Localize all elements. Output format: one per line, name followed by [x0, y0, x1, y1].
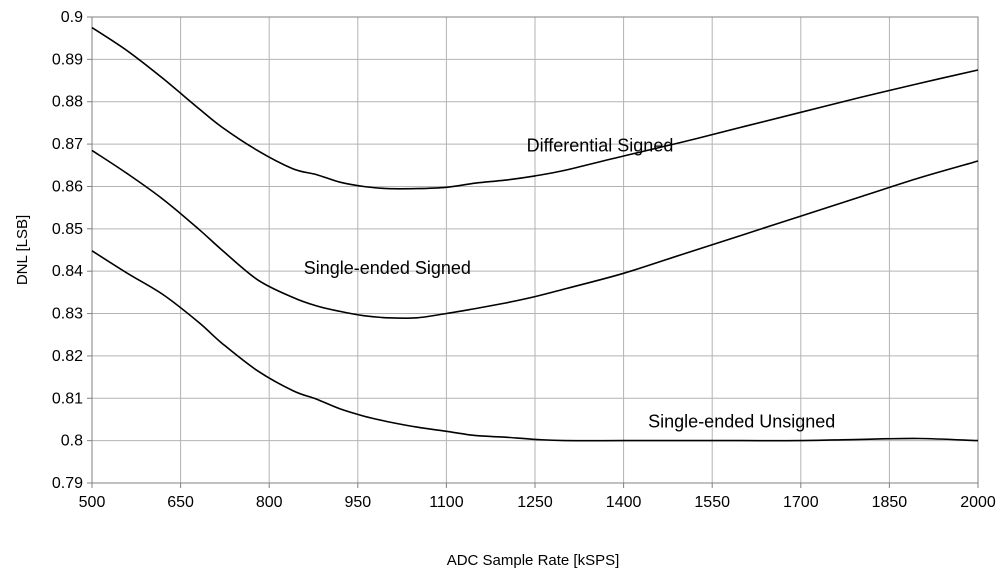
- x-tick-label: 1100: [429, 494, 464, 511]
- series-line-3: [91, 250, 979, 442]
- y-tick-label: 0.89: [52, 51, 83, 68]
- y-tick-label: 0.9: [61, 9, 83, 26]
- x-tick-label: 500: [79, 494, 106, 511]
- y-tick-label: 0.81: [52, 390, 83, 407]
- x-tick-label: 2000: [960, 494, 996, 511]
- x-tick-label: 1550: [694, 494, 730, 511]
- y-tick-label: 0.8: [61, 433, 83, 450]
- x-tick-label: 1700: [783, 494, 819, 511]
- y-tick-label: 0.84: [52, 263, 83, 280]
- y-tick-label: 0.87: [52, 136, 83, 153]
- series-line-2: [91, 149, 979, 319]
- series-label-3: Single-ended Unsigned: [648, 412, 835, 432]
- series-labels: Differential Signed Single-ended Signed Si…: [304, 136, 836, 432]
- series-line-1: [91, 26, 979, 190]
- y-tick-label: 0.86: [52, 178, 83, 195]
- y-tick-label: 0.85: [52, 221, 83, 238]
- x-tick-label: 1400: [606, 494, 642, 511]
- grid: [87, 16, 979, 488]
- y-tick-label: 0.88: [52, 94, 83, 111]
- x-tick-label: 1850: [872, 494, 908, 511]
- x-tick-label: 950: [344, 494, 371, 511]
- x-tick-label: 1250: [517, 494, 553, 511]
- x-tick-label: 650: [167, 494, 194, 511]
- y-tick-label: 0.82: [52, 348, 83, 365]
- y-tick-label: 0.79: [52, 475, 83, 492]
- x-axis-title: ADC Sample Rate [kSPS]: [447, 552, 620, 569]
- x-tick-labels: 500 650 800 950 1100 1250 1400 1550 1700 1850 2000: [79, 494, 996, 511]
- y-tick-labels: 0.9 0.89 0.88 0.87 0.86 0.85 0.84 0.83 0.82 0.81 0…: [52, 9, 83, 492]
- y-tick-label: 0.83: [52, 306, 83, 323]
- series-lines: [91, 26, 979, 442]
- plot-frame: [91, 16, 979, 484]
- series-label-1: Differential Signed: [527, 136, 674, 156]
- x-tick-label: 800: [256, 494, 283, 511]
- y-axis-title: DNL [LSB]: [14, 215, 31, 285]
- series-label-2: Single-ended Signed: [304, 258, 471, 278]
